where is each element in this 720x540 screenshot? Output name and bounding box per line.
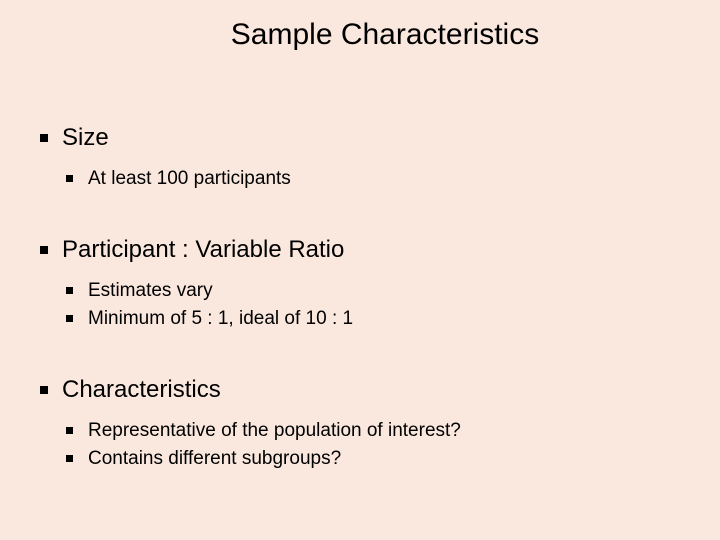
section-size: Size At least 100 participants bbox=[40, 124, 680, 190]
item-char-1: Contains different subgroups? bbox=[66, 448, 680, 470]
slide-title: Sample Characteristics bbox=[90, 18, 680, 52]
heading-size: Size bbox=[40, 124, 680, 152]
item-ratio-0: Estimates vary bbox=[66, 280, 680, 302]
heading-characteristics: Characteristics bbox=[40, 376, 680, 404]
item-ratio-1: Minimum of 5 : 1, ideal of 10 : 1 bbox=[66, 308, 680, 330]
sublist-characteristics: Representative of the population of inte… bbox=[40, 420, 680, 470]
section-characteristics: Characteristics Representative of the po… bbox=[40, 376, 680, 470]
sublist-size: At least 100 participants bbox=[40, 168, 680, 190]
heading-ratio: Participant : Variable Ratio bbox=[40, 236, 680, 264]
main-list: Size At least 100 participants Participa… bbox=[40, 124, 680, 470]
sublist-ratio: Estimates vary Minimum of 5 : 1, ideal o… bbox=[40, 280, 680, 330]
item-size-0: At least 100 participants bbox=[66, 168, 680, 190]
item-char-0: Representative of the population of inte… bbox=[66, 420, 680, 442]
slide-container: Sample Characteristics Size At least 100… bbox=[0, 0, 720, 540]
section-ratio: Participant : Variable Ratio Estimates v… bbox=[40, 236, 680, 330]
